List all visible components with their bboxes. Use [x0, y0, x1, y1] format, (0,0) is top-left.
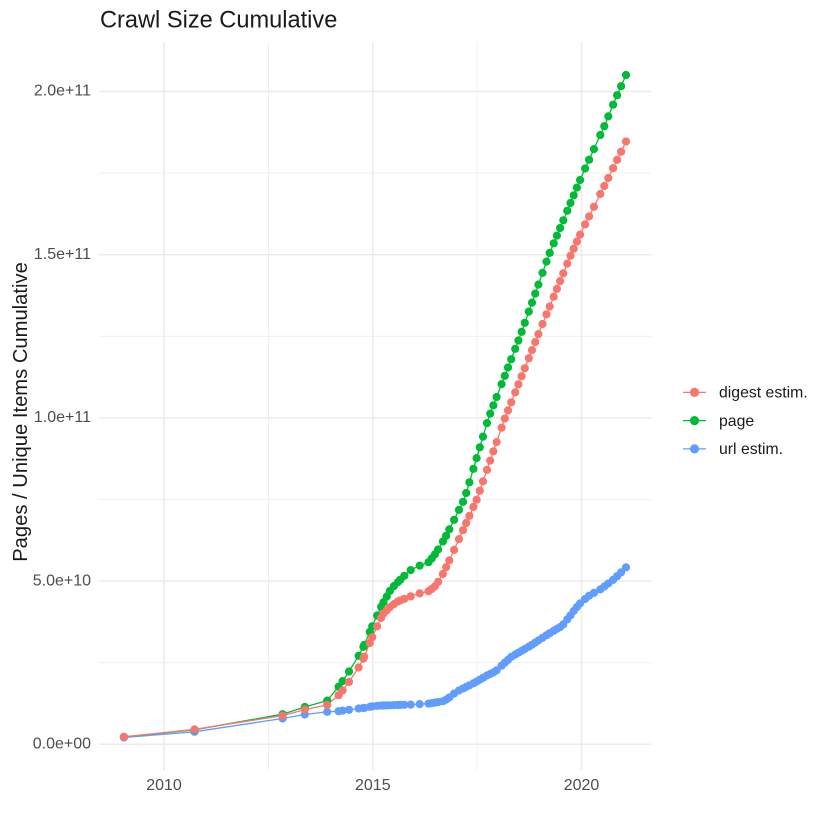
svg-text:2010: 2010: [146, 777, 182, 794]
svg-text:5.0e+10: 5.0e+10: [33, 572, 91, 589]
svg-text:0.0e+00: 0.0e+00: [33, 736, 91, 753]
svg-text:url estim.: url estim.: [719, 441, 783, 458]
svg-text:1.5e+11: 1.5e+11: [34, 246, 91, 263]
svg-text:digest estim.: digest estim.: [719, 385, 808, 402]
svg-text:2020: 2020: [564, 777, 600, 794]
svg-text:2015: 2015: [355, 777, 391, 794]
svg-text:Crawl Size Cumulative: Crawl Size Cumulative: [100, 8, 337, 34]
svg-text:page: page: [719, 413, 754, 430]
svg-text:Pages / Unique Items Cumulativ: Pages / Unique Items Cumulative: [10, 262, 32, 562]
svg-text:1.0e+11: 1.0e+11: [34, 409, 91, 426]
svg-text:2.0e+11: 2.0e+11: [34, 83, 91, 100]
